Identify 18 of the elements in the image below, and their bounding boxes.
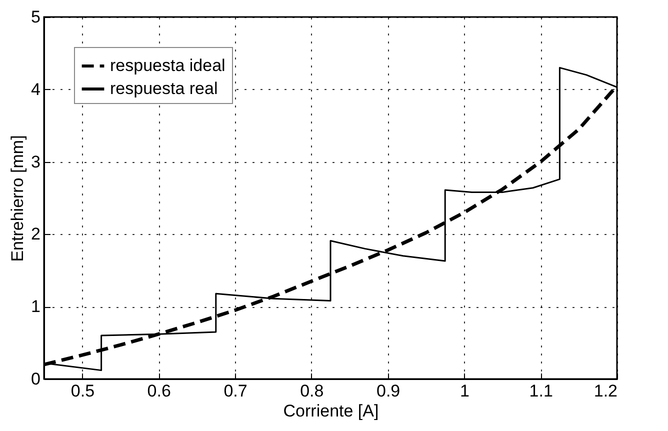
y-tick-label: 5 [31, 8, 40, 26]
y-tick-label: 2 [31, 224, 40, 244]
legend-label: respuesta real [110, 79, 218, 98]
x-tick-label: 0.6 [147, 382, 171, 400]
y-axis-title: Entrehierro [mm] [8, 135, 28, 262]
x-tick-label: 0.9 [376, 382, 400, 400]
x-axis-title: Corriente [A] [283, 402, 379, 420]
x-tick-label: 0.8 [300, 382, 324, 400]
x-tick-label: 1 [460, 382, 470, 400]
x-tick-label: 1.2 [594, 382, 618, 400]
x-tick-label: 0.5 [70, 382, 95, 400]
y-tick-label: 3 [31, 152, 40, 172]
y-tick-label: 1 [31, 297, 40, 316]
y-tick-label: 4 [31, 80, 40, 99]
x-tick-label: 0.7 [224, 382, 248, 400]
legend-label: respuesta ideal [110, 56, 226, 75]
y-tick-label: 0 [31, 370, 40, 388]
x-tick-label: 1.1 [529, 382, 553, 400]
